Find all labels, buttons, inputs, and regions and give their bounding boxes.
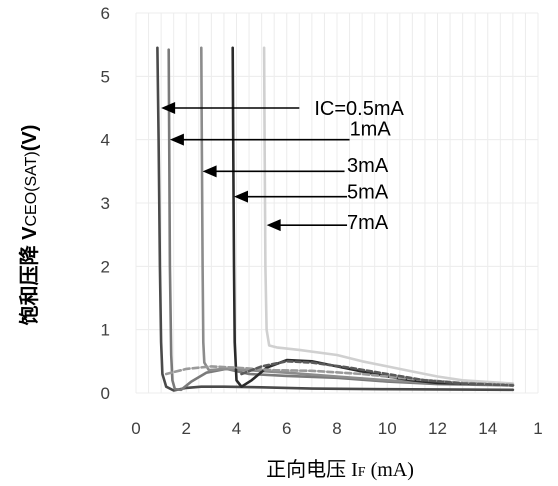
annotation-label: 1mA <box>350 118 392 140</box>
annotation-label: 7mA <box>347 212 389 234</box>
x-tick-label: 14 <box>478 419 497 438</box>
y-tick-label: 4 <box>101 131 110 150</box>
y-axis-label: 饱和压降 VCEO(SAT)(V) <box>17 125 41 326</box>
y-axis-label-unit: (V) <box>19 125 41 152</box>
x-tick-label: 12 <box>428 419 447 438</box>
x-tick-label: 0 <box>131 419 140 438</box>
annotation-arrowhead <box>161 102 176 114</box>
annotation-arrowhead <box>169 133 184 146</box>
x-axis-label-sub: F <box>358 465 366 480</box>
y-tick-label: 2 <box>101 257 110 276</box>
y-axis-label-main: 饱和压降 V <box>17 226 41 326</box>
x-tick-label: 1 <box>533 419 542 438</box>
series-line-5 <box>262 46 515 385</box>
annotation-label: 3mA <box>347 155 389 177</box>
x-tick-label: 6 <box>282 419 291 438</box>
annotation-arrowhead <box>266 219 281 232</box>
x-axis-label: 正向电压 IF (mA) <box>266 458 414 481</box>
annotation-label: 5mA <box>347 182 389 204</box>
annotation-arrowhead <box>233 190 248 203</box>
x-axis-label-main: 正向电压 I <box>266 458 358 481</box>
series-line-7 <box>240 360 515 387</box>
y-tick-label: 5 <box>101 67 110 86</box>
x-tick-label: 4 <box>232 419 241 438</box>
chart-curves <box>156 46 515 392</box>
y-tick-label: 6 <box>101 4 110 23</box>
x-tick-label: 2 <box>182 419 191 438</box>
series-line-3 <box>200 46 515 387</box>
x-tick-label: 8 <box>332 419 341 438</box>
y-tick-label: 1 <box>101 321 110 340</box>
y-tick-label: 0 <box>101 384 110 403</box>
y-axis-label-sub: CEO(SAT) <box>23 151 40 226</box>
chart-grid <box>135 12 539 394</box>
annotation-arrowhead <box>202 165 217 178</box>
annotation-label: IC=0.5mA <box>314 98 404 120</box>
x-axis-label-unit: (mA) <box>366 459 414 481</box>
y-tick-label: 3 <box>101 194 110 213</box>
x-tick-label: 10 <box>378 419 397 438</box>
